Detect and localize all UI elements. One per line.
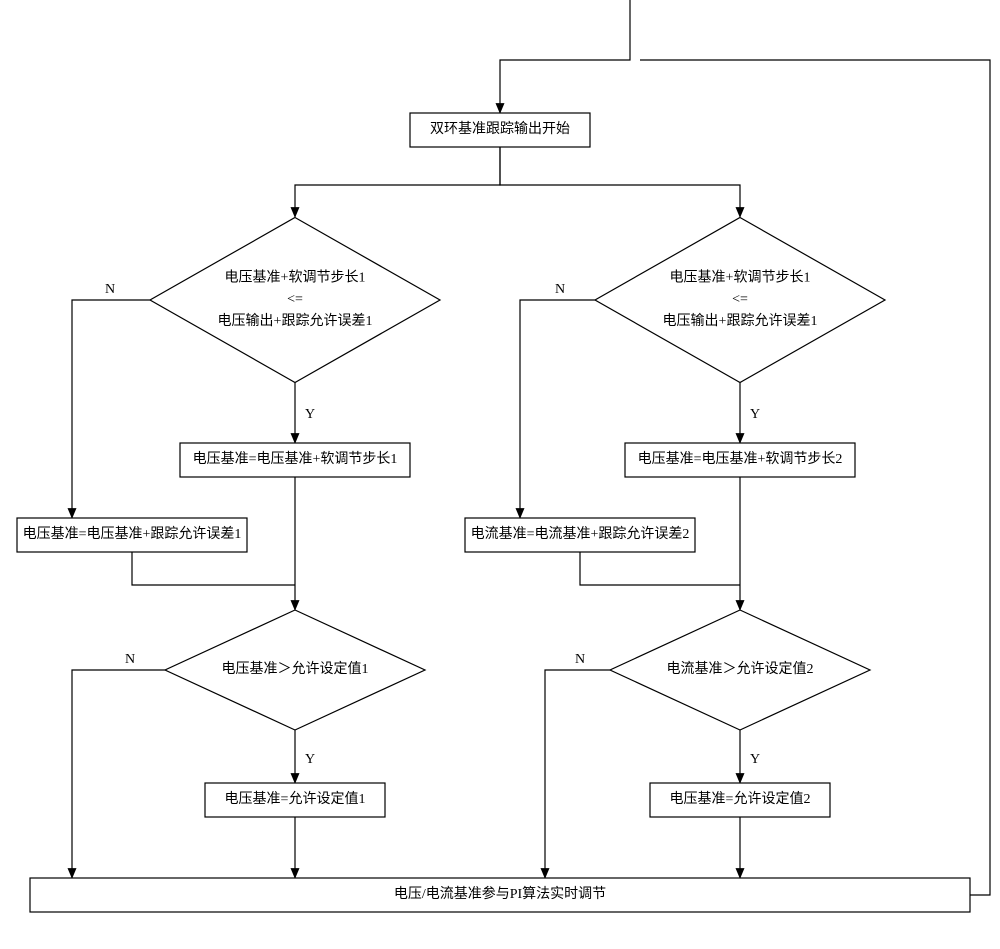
edge-label-11: N: [555, 282, 565, 297]
edge-8: [72, 670, 165, 878]
node-text-d4-0: 电流基准＞允许设定值2: [667, 660, 814, 677]
node-start: 双环基准跟踪输出开始: [410, 113, 590, 147]
node-text-p1y-0: 电压基准=电压基准+软调节步长1: [193, 450, 398, 467]
node-text-d1-1: <=: [287, 292, 303, 307]
node-text-p4y-0: 电压基准=允许设定值2: [670, 790, 811, 807]
node-text-final-0: 电压/电流基准参与PI算法实时调节: [394, 885, 606, 902]
node-text-p1n-0: 电压基准=电压基准+跟踪允许误差1: [23, 525, 242, 542]
edge-13: [580, 552, 740, 585]
edge-1: [295, 147, 500, 217]
node-p4y: 电压基准=允许设定值2: [650, 783, 830, 817]
flowchart-svg: Y N Y N Y N Y N 双环基准跟踪输出开始电压基准+软调节步长1 <= 电压输出+跟踪允许…: [0, 0, 1000, 949]
node-d1: 电压基准+软调节步长1 <= 电压输出+跟踪允许误差1: [150, 218, 440, 383]
edge-15: [545, 670, 610, 878]
node-text-p3n-0: 电流基准=电流基准+跟踪允许误差2: [471, 525, 690, 542]
node-final: 电压/电流基准参与PI算法实时调节: [30, 878, 970, 912]
node-d3: 电压基准+软调节步长1 <= 电压输出+跟踪允许误差1: [595, 218, 885, 383]
edge-0: [500, 0, 630, 113]
node-text-d1-0: 电压基准+软调节步长1: [225, 269, 366, 286]
node-p2y: 电压基准=允许设定值1: [205, 783, 385, 817]
edge-11: [520, 300, 595, 518]
nodes: 双环基准跟踪输出开始电压基准+软调节步长1 <= 电压输出+跟踪允许误差1 电压基准=…: [17, 113, 970, 912]
node-text-d3-1: <=: [732, 292, 748, 307]
node-d2: 电压基准＞允许设定值1: [165, 610, 425, 730]
node-text-p3y-0: 电压基准=电压基准+软调节步长2: [638, 450, 843, 467]
edge-2: [500, 147, 740, 217]
node-p1n: 电压基准=电压基准+跟踪允许误差1: [17, 518, 247, 552]
node-p1y: 电压基准=电压基准+软调节步长1: [180, 443, 410, 477]
node-d4: 电流基准＞允许设定值2: [610, 610, 870, 730]
edge-4: [72, 300, 150, 518]
edge-label-3: Y: [305, 407, 315, 422]
node-text-p2y-0: 电压基准=允许设定值1: [225, 790, 366, 807]
edge-label-4: N: [105, 282, 115, 297]
edge-label-15: N: [575, 652, 585, 667]
node-text-d1-2: 电压输出+跟踪允许误差1: [218, 313, 373, 329]
edge-6: [132, 552, 295, 585]
node-p3y: 电压基准=电压基准+软调节步长2: [625, 443, 855, 477]
node-p3n: 电流基准=电流基准+跟踪允许误差2: [465, 518, 695, 552]
node-text-d3-0: 电压基准+软调节步长1: [670, 269, 811, 286]
edge-label-8: N: [125, 652, 135, 667]
node-text-d2-0: 电压基准＞允许设定值1: [222, 660, 369, 677]
edge-label-7: Y: [305, 752, 315, 767]
edge-label-10: Y: [750, 407, 760, 422]
node-text-d3-2: 电压输出+跟踪允许误差1: [663, 313, 818, 329]
node-text-start-0: 双环基准跟踪输出开始: [430, 120, 570, 137]
edge-label-14: Y: [750, 752, 760, 767]
